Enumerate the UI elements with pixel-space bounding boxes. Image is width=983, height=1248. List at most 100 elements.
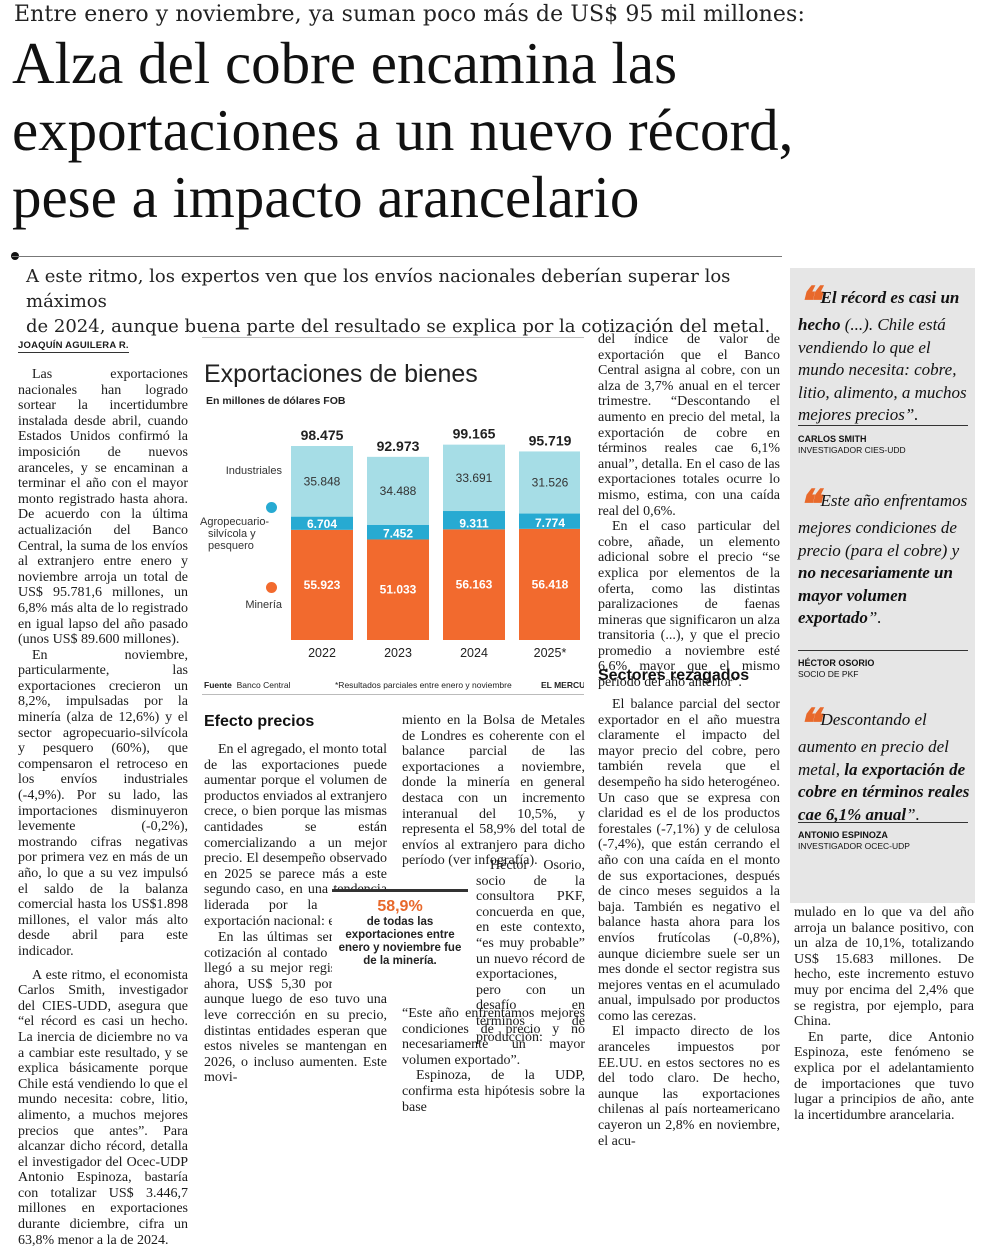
quote-2: ❝ Este año enfrentamos mejores condicione… bbox=[798, 481, 974, 630]
data-label: 55.923 bbox=[304, 578, 341, 592]
dek-line-2: de 2024, aunque buena parte del resultad… bbox=[26, 316, 771, 337]
data-label: 9.311 bbox=[459, 516, 489, 530]
paragraph: En el agregado, el monto total de las ex… bbox=[204, 742, 387, 929]
chart-top-rule bbox=[202, 337, 584, 338]
total-label: 95.719 bbox=[529, 432, 572, 448]
quotes-sidebar bbox=[790, 268, 975, 903]
quote-3-post: ”. bbox=[906, 804, 920, 824]
paragraph: “Este año enfrentamos mejores condicione… bbox=[402, 1006, 585, 1068]
quote-2-pre: Este año enfrentamos mejores condiciones… bbox=[798, 491, 968, 560]
total-label: 99.165 bbox=[453, 426, 496, 442]
column-3-wrap: Héctor Osorio, socio de la consultora PK… bbox=[476, 858, 585, 1045]
quote-mark-icon: ❝ bbox=[798, 481, 819, 528]
data-label: 7.774 bbox=[535, 516, 565, 530]
quote-mark-icon: ❝ bbox=[798, 700, 819, 747]
subhead-sectores-rezagados: Sectores rezagados bbox=[598, 667, 750, 684]
quote-1: ❝ El récord es casi un hecho (...). Chile… bbox=[798, 278, 974, 427]
bar-segment bbox=[291, 529, 353, 640]
stat-number: 58,9% bbox=[377, 898, 423, 915]
dek: A este ritmo, los expertos ven que los e… bbox=[26, 264, 778, 339]
headline-line-2: exportaciones a un nuevo récord, bbox=[12, 97, 794, 163]
legend-mineria-dot bbox=[266, 582, 277, 593]
column-3-cont: “Este año enfrentamos mejores condicione… bbox=[402, 1006, 585, 1115]
bar-segment bbox=[367, 456, 429, 525]
legend-agro-label: Agropecuario- silvícola y pesquero bbox=[200, 516, 284, 552]
chart-bottom-rule bbox=[202, 694, 584, 695]
x-tick-label: 2025* bbox=[534, 646, 567, 660]
quote-1-name: CARLOS SMITH bbox=[798, 434, 867, 444]
kicker: Entre enero y noviembre, ya suman poco m… bbox=[14, 2, 805, 27]
quote-separator bbox=[798, 425, 968, 426]
stat-text: de todas las exportaciones entre enero y… bbox=[338, 916, 462, 967]
chart-title: Exportaciones de bienes bbox=[204, 360, 478, 388]
quote-3-bold: la exportación de cobre en términos real… bbox=[798, 759, 970, 824]
paragraph: Las exportaciones nacionales han logrado… bbox=[18, 367, 188, 648]
legend-industriales-label: Industriales bbox=[225, 465, 282, 477]
data-label: 56.418 bbox=[532, 577, 569, 591]
quote-2-bold: no necesariamente un mayor volumen expor… bbox=[798, 563, 953, 627]
headline-line-1: Alza del cobre encamina las bbox=[12, 30, 678, 96]
bar-segment bbox=[519, 528, 580, 640]
data-label: 51.033 bbox=[380, 583, 417, 597]
bar-segment bbox=[443, 511, 505, 530]
quote-2-role: SOCIO DE PKF bbox=[798, 669, 859, 679]
bar-segment bbox=[367, 524, 429, 540]
paragraph: Héctor Osorio, socio de la consultora PK… bbox=[476, 858, 585, 1045]
pull-stat: 58,9% de todas las exportaciones entre e… bbox=[332, 889, 468, 992]
paragraph: A este ritmo, el economista Carlos Smith… bbox=[18, 967, 188, 1248]
quote-1-bold: El récord es casi un hecho bbox=[798, 288, 960, 334]
quote-separator bbox=[798, 822, 968, 823]
column-5: mulado en lo que va del año arroja un ba… bbox=[794, 905, 974, 1123]
bar-segment bbox=[519, 451, 580, 514]
paragraph: del índice de valor de exportación que e… bbox=[598, 332, 780, 519]
paragraph: El balance parcial del sector exportador… bbox=[598, 697, 780, 1024]
column-3: miento en la Bolsa de Metales de Londres… bbox=[402, 713, 585, 869]
quote-separator bbox=[798, 650, 968, 651]
data-label: 56.163 bbox=[456, 578, 493, 592]
bar-segment bbox=[291, 446, 353, 517]
dek-line-1: A este ritmo, los expertos ven que los e… bbox=[26, 266, 731, 312]
headline: Alza del cobre encamina las exportacione… bbox=[12, 30, 972, 231]
legend-agro-line-3: pesquero bbox=[208, 540, 254, 552]
chart-credit: EL MERCURIO bbox=[541, 680, 584, 690]
paragraph: El impacto directo de los aranceles impu… bbox=[598, 1024, 780, 1149]
paragraph: miento en la Bolsa de Metales de Londres… bbox=[402, 713, 585, 869]
quote-1-role: INVESTIGADOR CIES-UDD bbox=[798, 445, 906, 455]
column-4-cont: El balance parcial del sector exportador… bbox=[598, 697, 780, 1149]
x-tick-label: 2022 bbox=[308, 646, 336, 660]
byline: JOAQUÍN AGUILERA R. bbox=[18, 340, 129, 353]
subhead-efecto-precios: Efecto precios bbox=[204, 713, 315, 730]
quote-2-post: ”. bbox=[867, 608, 882, 627]
header-rule bbox=[12, 256, 782, 257]
data-label: 31.526 bbox=[532, 475, 569, 489]
legend-agro-line-1: Agropecuario- bbox=[200, 516, 270, 528]
bar-segment bbox=[291, 516, 353, 530]
quote-3-role: INVESTIGADOR OCEC-UDP bbox=[798, 841, 910, 851]
data-label: 34.488 bbox=[380, 484, 417, 498]
data-label: 7.452 bbox=[383, 526, 413, 540]
paragraph: En el caso particular del cobre, añade, … bbox=[598, 519, 780, 691]
column-2-cont: En las últimas semanas, la cotización al… bbox=[204, 930, 387, 1086]
paragraph: En las últimas semanas, la cotización al… bbox=[204, 930, 387, 1086]
source-label: Fuente bbox=[204, 680, 232, 690]
data-label: 6.704 bbox=[307, 517, 337, 531]
chart-source: Fuente Banco Central bbox=[204, 680, 290, 690]
x-tick-label: 2023 bbox=[384, 646, 412, 660]
paragraph: En noviembre, particularmente, las expor… bbox=[18, 647, 188, 959]
column-4: del índice de valor de exportación que e… bbox=[598, 332, 780, 691]
data-label: 35.848 bbox=[304, 474, 341, 488]
bar-segment bbox=[443, 529, 505, 640]
bar-segment bbox=[367, 539, 429, 640]
quote-mark-icon: ❝ bbox=[798, 278, 819, 325]
data-label: 33.691 bbox=[456, 471, 493, 485]
paragraph: En parte, dice Antonio Espinoza, este fe… bbox=[794, 1029, 974, 1123]
column-2: En el agregado, el monto total de las ex… bbox=[204, 742, 387, 929]
headline-line-3: pese a impacto arancelario bbox=[12, 164, 640, 230]
stacked-bar-chart: 55.923 6.704 35.848 98.475 2022 51.033 7.452 34… bbox=[291, 426, 580, 660]
quote-3-pre: Descontando el aumento en precio del met… bbox=[798, 710, 949, 779]
paragraph: Espinoza, de la UDP, confirma esta hipót… bbox=[402, 1068, 585, 1115]
quote-1-rest: (...). Chile está vendiendo lo que el mu… bbox=[798, 315, 967, 424]
chart-subtitle: En millones de dólares FOB bbox=[206, 395, 346, 407]
total-label: 98.475 bbox=[301, 427, 344, 443]
bar-segment bbox=[519, 513, 580, 529]
